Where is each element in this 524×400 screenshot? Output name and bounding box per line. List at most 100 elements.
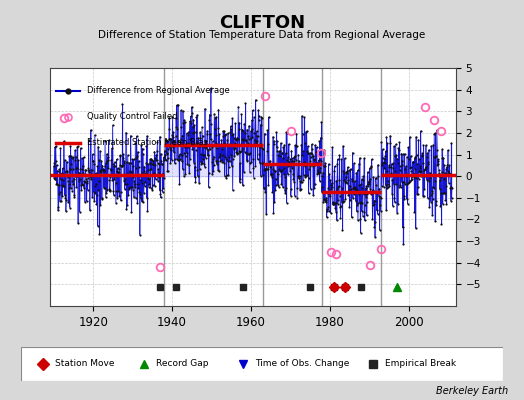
Point <box>113 169 122 175</box>
Point <box>382 207 390 213</box>
Point <box>433 146 441 153</box>
Point <box>171 156 179 162</box>
Point <box>121 176 129 183</box>
Point <box>173 138 182 145</box>
Point <box>92 200 101 207</box>
Point <box>443 172 451 179</box>
Point <box>156 194 165 201</box>
Point <box>54 182 63 189</box>
Point <box>355 190 364 197</box>
Point <box>70 192 78 199</box>
Point <box>100 184 108 191</box>
Point <box>385 162 394 169</box>
Point <box>305 162 314 169</box>
Point <box>146 156 154 163</box>
Point <box>406 178 414 184</box>
Point <box>61 157 69 163</box>
Point <box>221 172 229 179</box>
Point <box>247 126 256 132</box>
Point <box>128 186 137 193</box>
Point <box>146 160 154 166</box>
Point <box>108 177 116 183</box>
Point <box>391 141 400 147</box>
Point <box>281 187 289 193</box>
Point <box>349 185 357 192</box>
Point <box>93 171 101 177</box>
Point <box>438 155 446 162</box>
Point <box>297 186 305 192</box>
Point <box>187 120 195 126</box>
Point <box>257 173 265 179</box>
Point <box>366 191 375 197</box>
Point <box>274 182 282 188</box>
Text: Station Move: Station Move <box>54 359 114 368</box>
Point <box>271 168 279 174</box>
Point <box>117 197 125 204</box>
Point <box>445 162 453 168</box>
Point <box>285 162 293 168</box>
Point <box>147 155 155 162</box>
Point <box>427 198 435 205</box>
Point <box>80 185 88 191</box>
Point <box>425 170 434 176</box>
Point <box>421 166 429 172</box>
Point <box>95 230 104 237</box>
Point <box>321 160 330 166</box>
Point <box>177 107 185 114</box>
Point <box>254 133 262 139</box>
Point <box>431 218 439 224</box>
Point <box>169 144 177 150</box>
Point <box>335 183 343 190</box>
Point <box>210 110 219 117</box>
Point <box>172 124 181 130</box>
Point <box>333 217 341 224</box>
Point <box>429 196 437 203</box>
Point <box>145 181 154 187</box>
Point <box>383 184 391 191</box>
Point <box>298 113 306 119</box>
Point <box>347 214 356 221</box>
Point <box>322 199 330 205</box>
Point <box>220 128 228 134</box>
Point <box>405 178 413 185</box>
Point <box>249 164 257 171</box>
Point <box>107 167 115 173</box>
Point <box>116 152 125 159</box>
Point <box>86 171 95 177</box>
Point <box>165 136 173 142</box>
Point <box>209 138 217 144</box>
Point <box>193 167 202 173</box>
Point <box>85 173 94 180</box>
Point <box>402 196 411 202</box>
Point <box>63 169 71 175</box>
Point <box>121 181 129 187</box>
Point <box>141 170 150 176</box>
Point <box>346 196 354 203</box>
Point <box>285 141 293 147</box>
Point <box>64 185 73 192</box>
Point <box>331 208 340 215</box>
Point <box>244 150 252 157</box>
Point <box>213 158 222 164</box>
Point <box>193 173 202 179</box>
Point <box>356 230 365 236</box>
Point <box>273 148 281 154</box>
Point <box>270 167 279 174</box>
Point <box>211 114 220 121</box>
Point <box>128 156 137 163</box>
Point <box>130 194 138 200</box>
Point <box>352 198 360 204</box>
Point <box>271 175 280 182</box>
Point <box>291 152 300 159</box>
Point <box>204 152 212 158</box>
Point <box>256 140 265 147</box>
Point <box>94 223 102 229</box>
Point <box>239 169 248 175</box>
Point <box>237 141 245 148</box>
Point <box>125 185 133 192</box>
Point <box>298 178 306 185</box>
Point <box>396 182 405 188</box>
Point <box>375 189 383 195</box>
Point <box>306 158 314 164</box>
Point <box>156 134 164 140</box>
